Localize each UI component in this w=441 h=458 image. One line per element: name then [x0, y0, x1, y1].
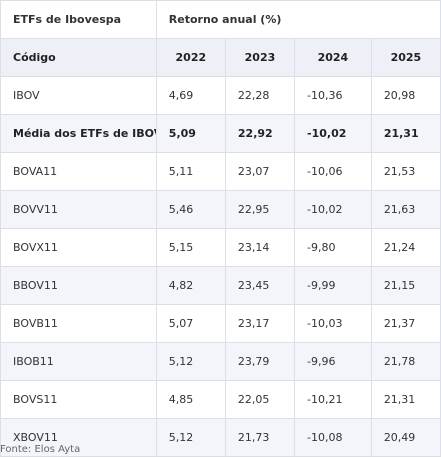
row-value-2024: -9,96 [294, 342, 372, 381]
row-value-2024: -10,02 [294, 190, 372, 229]
row-value-2023: 22,05 [224, 380, 296, 419]
row-value-2025: 21,24 [370, 228, 441, 267]
row-code: BOVV11 [0, 190, 157, 229]
row-value-2025: 21,31 [370, 380, 441, 419]
table-row: BOVV11 5,46 22,95 -10,02 21,63 [0, 190, 441, 229]
row-value-2025: 21,15 [370, 266, 441, 305]
row-value-2023: 21,73 [224, 418, 296, 457]
row-code: BOVB11 [0, 304, 157, 343]
row-value-2022: 5,11 [155, 152, 226, 191]
year-header-2022: 2022 [155, 38, 226, 77]
row-value-2025: 21,53 [370, 152, 441, 191]
row-code: BOVX11 [0, 228, 157, 267]
table-column-header: Código 2022 2023 2024 2025 [0, 38, 441, 77]
row-value-2023: 23,17 [224, 304, 296, 343]
row-value-2022: 5,15 [155, 228, 226, 267]
row-code: Média dos ETFs de IBOV [0, 114, 157, 153]
row-value-2025: 21,31 [370, 114, 441, 153]
row-value-2024: -10,08 [294, 418, 372, 457]
row-value-2022: 5,07 [155, 304, 226, 343]
row-value-2023: 23,79 [224, 342, 296, 381]
code-column-header: Código [0, 38, 157, 77]
row-value-2025: 21,78 [370, 342, 441, 381]
source-note: Fonte: Elos Ayta [0, 444, 81, 455]
row-value-2023: 22,95 [224, 190, 296, 229]
year-header-2025: 2025 [370, 38, 441, 77]
table-row: BOVS11 4,85 22,05 -10,21 21,31 [0, 380, 441, 419]
span-title: Retorno anual (%) [155, 0, 441, 39]
row-value-2024: -10,21 [294, 380, 372, 419]
year-header-2023: 2023 [224, 38, 296, 77]
table-row: BOVX11 5,15 23,14 -9,80 21,24 [0, 228, 441, 267]
row-value-2025: 21,37 [370, 304, 441, 343]
table-row: BBOV11 4,82 23,45 -9,99 21,15 [0, 266, 441, 305]
row-code: BOVA11 [0, 152, 157, 191]
row-value-2022: 4,85 [155, 380, 226, 419]
row-value-2024: -10,06 [294, 152, 372, 191]
row-value-2024: -9,80 [294, 228, 372, 267]
row-value-2025: 21,63 [370, 190, 441, 229]
table-row: BOVA11 5,11 23,07 -10,06 21,53 [0, 152, 441, 191]
row-value-2022: 5,12 [155, 418, 226, 457]
table-row: IBOV 4,69 22,28 -10,36 20,98 [0, 76, 441, 115]
group-title: ETFs de Ibovespa [0, 0, 157, 39]
table-top-header: ETFs de Ibovespa Retorno anual (%) [0, 0, 441, 39]
row-code: IBOV [0, 76, 157, 115]
row-value-2024: -10,36 [294, 76, 372, 115]
row-code: BBOV11 [0, 266, 157, 305]
row-code: BOVS11 [0, 380, 157, 419]
row-value-2023: 22,28 [224, 76, 296, 115]
row-value-2025: 20,98 [370, 76, 441, 115]
row-value-2023: 23,14 [224, 228, 296, 267]
row-value-2023: 23,07 [224, 152, 296, 191]
row-code: IBOB11 [0, 342, 157, 381]
row-value-2024: -10,02 [294, 114, 372, 153]
year-header-2024: 2024 [294, 38, 372, 77]
row-value-2022: 5,12 [155, 342, 226, 381]
row-value-2024: -10,03 [294, 304, 372, 343]
table-row: XBOV11 5,12 21,73 -10,08 20,49 [0, 418, 441, 457]
row-value-2023: 22,92 [224, 114, 296, 153]
row-value-2025: 20,49 [370, 418, 441, 457]
row-value-2022: 4,69 [155, 76, 226, 115]
table-row: IBOB11 5,12 23,79 -9,96 21,78 [0, 342, 441, 381]
table-row: BOVB11 5,07 23,17 -10,03 21,37 [0, 304, 441, 343]
row-code: XBOV11 [0, 418, 157, 457]
row-value-2022: 5,46 [155, 190, 226, 229]
table-row-average: Média dos ETFs de IBOV 5,09 22,92 -10,02… [0, 114, 441, 153]
row-value-2024: -9,99 [294, 266, 372, 305]
row-value-2022: 5,09 [155, 114, 226, 153]
row-value-2023: 23,45 [224, 266, 296, 305]
row-value-2022: 4,82 [155, 266, 226, 305]
